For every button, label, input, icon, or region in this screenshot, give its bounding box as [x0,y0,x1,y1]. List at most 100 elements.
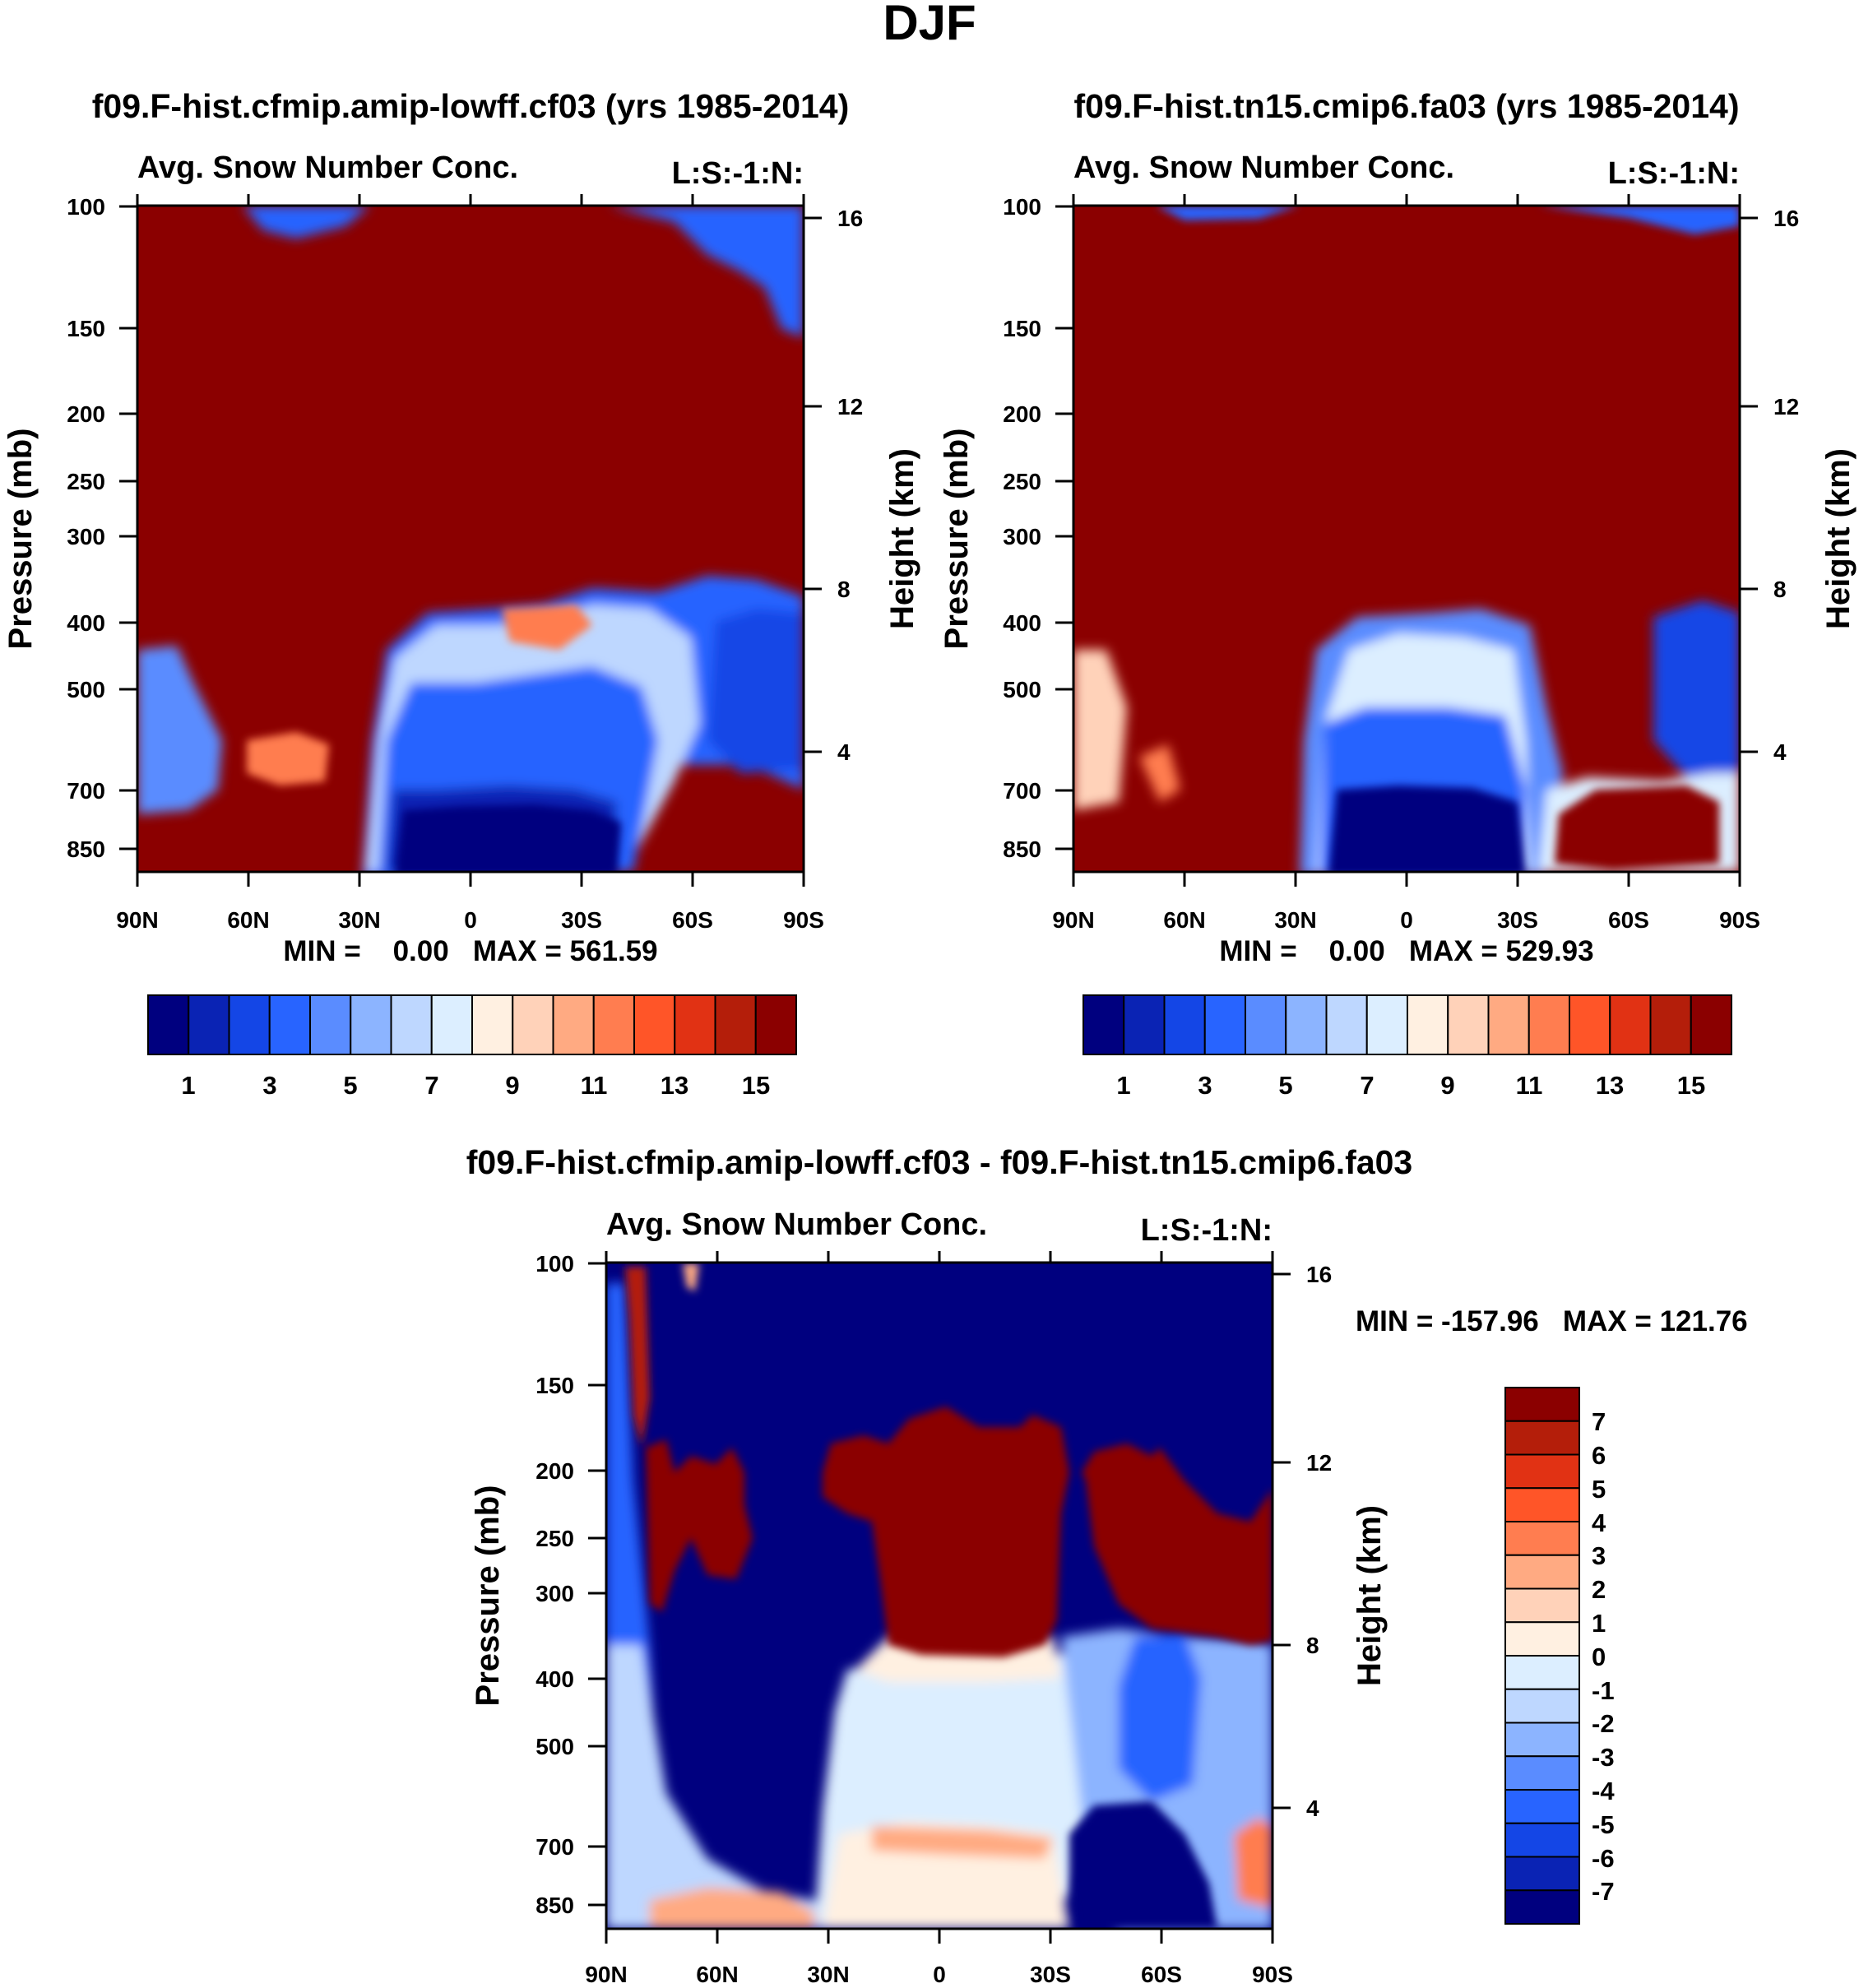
panel-b-xtick-label: 90N [1052,907,1094,933]
colorbar-label: 1 [1116,1071,1130,1100]
panel-c-stats: MIN = -157.96 MAX = 121.76 [1356,1305,1748,1337]
colorbar-swatch [1504,1554,1580,1590]
panel-c-bottom-right-navy [1069,1801,1217,1929]
panel-c-xtick-label: 60N [696,1962,738,1987]
panel-c-band-orange [872,1826,1053,1859]
panel-a-lowleft-orange [247,732,329,785]
panel-a-y2tick-label: 4 [837,739,851,765]
panel-c-xtick-labels: 90N 60N 30N 0 30S 60S 90S [585,1962,1293,1987]
colorbar-swatch [350,994,392,1055]
panel-c-yticks-left [588,1262,606,1907]
colorbar-label: 9 [1440,1071,1454,1100]
panel-a-xtick-label: 30S [561,907,602,933]
colorbar-swatch [1528,994,1570,1055]
colorbar-label: -4 [1592,1777,1615,1805]
panel-b-y2tick-labels: 16 12 8 4 [1773,206,1799,765]
panel-a-subtitle-left: Avg. Snow Number Conc. [137,151,518,185]
colorbar-label: 15 [1677,1071,1705,1100]
panel-c-subtitle-right: L:S:-1:N: [1141,1213,1273,1248]
panel-b-subtitle-right: L:S:-1:N: [1608,156,1740,191]
panel-b-ytick-label: 300 [1003,524,1041,549]
panel-a-colorbar [147,994,797,1055]
colorbar-swatch [1163,994,1206,1055]
panel-b-top-left-blue [1156,206,1300,220]
panel-c-center-red-blob [823,1406,1069,1657]
panel-b-y2tick-label: 12 [1773,394,1799,419]
panel-b-subtitle-left: Avg. Snow Number Conc. [1073,151,1454,185]
panel-c-bottom-left-orange [650,1888,814,1929]
colorbar-swatch [1325,994,1368,1055]
panel-b-y2tick-label: 4 [1773,739,1787,765]
panel-a-ytick-label: 150 [67,316,105,341]
colorbar-label: 15 [742,1071,770,1100]
panel-a-ytick-label: 500 [67,677,105,702]
panel-a-xtick-label: 30N [338,907,380,933]
panel-b-yticks-left [1055,205,1073,850]
colorbar-label: -3 [1592,1743,1615,1772]
panel-a-top-right-blue [609,206,804,337]
colorbar-swatch [1082,994,1125,1055]
colorbar-label: 5 [343,1071,357,1100]
panel-b-ytick-label: 250 [1003,469,1041,494]
panel-a-xtick-label: 90S [783,907,824,933]
panel-b-top-right-blue [1538,206,1740,234]
colorbar-swatch [1504,1789,1580,1824]
colorbar-swatch [1690,994,1732,1055]
panel-a-ytick-label: 250 [67,469,105,494]
panel-b-y2tick-label: 8 [1773,577,1787,602]
panel-b-low-orange [1139,744,1180,802]
panel-c-ytick-label: 300 [535,1581,574,1606]
colorbar-swatch [309,994,352,1055]
panel-a-xtick-label: 90N [116,907,158,933]
panel-b-ytick-label: 850 [1003,836,1041,862]
colorbar-swatch [674,994,716,1055]
panel-b-xticks [1072,194,1741,887]
panel-a-y2tick-label: 16 [837,206,863,231]
panel-c-y2tick-labels: 16 12 8 4 [1306,1262,1332,1821]
panel-b-ytick-label: 100 [1003,194,1041,220]
panel-c-xtick-label: 30S [1030,1962,1071,1987]
panel-c-colorbar-labels: 7 6 5 4 3 2 1 0 -1 -2 -3 -4 -5 -6 -7 [1592,1407,1615,1906]
colorbar-swatch [430,994,473,1055]
panel-a-top-left-blue [243,206,370,239]
colorbar-label: 13 [1596,1071,1624,1100]
colorbar-swatch [592,994,635,1055]
panel-b-stats: MIN = 0.00 MAX = 529.93 [1219,935,1593,967]
panel-a-xtick-labels: 90N 60N 30N 0 30S 60S 90S [116,907,824,933]
panel-a-xticks [136,194,805,887]
colorbar-label: 3 [1198,1071,1212,1100]
colorbar-swatch [1504,1822,1580,1858]
panel-b-right-blue [1653,600,1740,777]
colorbar-label: 6 [1592,1441,1606,1470]
colorbar-label: 3 [1592,1541,1606,1570]
panel-c-ytick-label: 100 [535,1251,574,1277]
panel-b-colorbar [1082,994,1732,1055]
panel-c-ytick-label: 500 [535,1734,574,1759]
panel-b-xtick-label: 60N [1163,907,1205,933]
panel-b-ylabel: Pressure (mb) [939,429,975,650]
panel-c-ytick-label: 700 [535,1834,574,1860]
panel-b-ytick-label: 500 [1003,677,1041,702]
colorbar-swatch [1447,994,1490,1055]
colorbar-label: 0 [1592,1643,1606,1671]
colorbar-swatch [552,994,595,1055]
colorbar-swatch [1504,1621,1580,1657]
colorbar-label: -1 [1592,1676,1615,1705]
colorbar-swatch [1504,1521,1580,1556]
colorbar-label: 13 [661,1071,688,1100]
colorbar-swatch [1609,994,1652,1055]
colorbar-swatch [1504,1453,1580,1490]
colorbar-swatch [1504,1722,1580,1758]
panel-c-xticks [605,1251,1274,1944]
panel-c-ytick-labels: 100 150 200 250 300 400 500 700 850 [535,1251,574,1918]
panel-b: f09.F-hist.tn15.cmip6.fa03 (yrs 1985-201… [939,87,1857,1100]
panel-a-y2label: Height (km) [884,448,920,629]
colorbar-label: 3 [262,1071,276,1100]
colorbar-swatch [1504,1856,1580,1892]
panel-c-right-blue [1119,1633,1201,1801]
panel-c-subtitle-left: Avg. Snow Number Conc. [606,1207,987,1242]
colorbar-swatch [1365,994,1408,1055]
panel-c-y2tick-label: 4 [1306,1796,1319,1821]
panel-c-xtick-label: 30N [807,1962,849,1987]
colorbar-swatch [714,994,757,1055]
